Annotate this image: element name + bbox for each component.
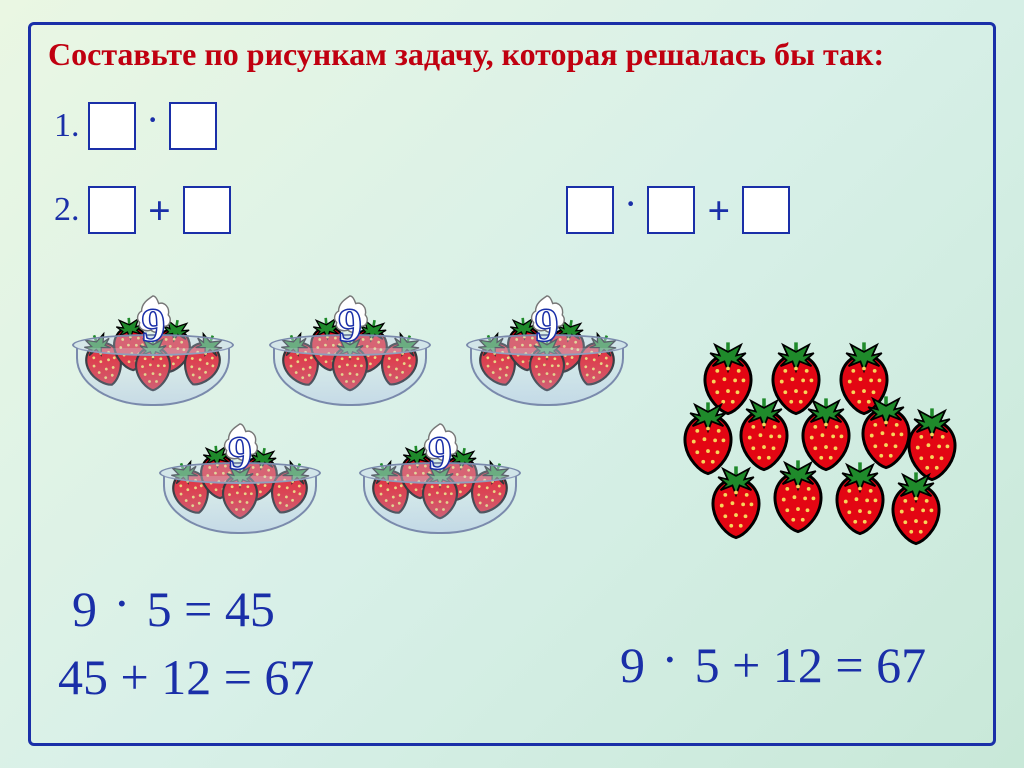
- eq-mul-r: 45: [225, 581, 275, 637]
- equals-sign: =: [835, 637, 876, 693]
- plus-icon: +: [142, 187, 177, 234]
- step-1-box-a: [88, 102, 136, 150]
- bowls-group: 9 9 9 9: [70, 290, 630, 538]
- bowl-row-2: 9 9: [70, 418, 610, 538]
- equation-multiply: 9 · 5 = 45: [72, 580, 275, 638]
- bowl-number: 9: [228, 426, 252, 481]
- bowl: 9: [155, 418, 325, 538]
- eq-add-a: 45: [58, 649, 108, 705]
- dot-icon: ·: [658, 631, 683, 687]
- task-title: Составьте по рисункам задачу, которая ре…: [48, 36, 976, 73]
- strawberry-icon: [764, 458, 832, 534]
- step-2-box-a: [88, 186, 136, 234]
- bowl: 9: [267, 290, 434, 410]
- eq-comb-r: 67: [876, 637, 926, 693]
- eq-mul-b: 5: [147, 581, 172, 637]
- comb-box-b: [647, 186, 695, 234]
- bowl: 9: [355, 418, 525, 538]
- bowl-number: 9: [535, 298, 559, 353]
- step-1-box-b: [169, 102, 217, 150]
- comb-box-c: [742, 186, 790, 234]
- strawberry-icon: [882, 470, 950, 546]
- bowl-number: 9: [141, 298, 165, 353]
- eq-comb-a: 9: [620, 637, 645, 693]
- step-1-num: 1.: [54, 107, 82, 145]
- step-1: 1. ·: [54, 102, 223, 150]
- strawberry-pile: [674, 340, 954, 550]
- combined-template: · +: [560, 186, 796, 234]
- bowl-cup: [76, 348, 230, 406]
- bowl-number: 9: [428, 426, 452, 481]
- slide: Составьте по рисункам задачу, которая ре…: [0, 0, 1024, 768]
- plus-icon: +: [701, 187, 736, 234]
- dot-icon: ·: [110, 575, 135, 631]
- plus-sign: +: [121, 649, 162, 705]
- equation-combined: 9 · 5 + 12 = 67: [620, 636, 926, 694]
- eq-comb-c: 12: [773, 637, 823, 693]
- comb-box-a: [566, 186, 614, 234]
- bowl-number: 9: [338, 298, 362, 353]
- eq-add-r: 67: [264, 649, 314, 705]
- eq-add-b: 12: [161, 649, 211, 705]
- bowl: 9: [463, 290, 630, 410]
- bowl: 9: [70, 290, 237, 410]
- eq-comb-b: 5: [695, 637, 720, 693]
- equation-add: 45 + 12 = 67: [58, 648, 314, 706]
- strawberry-icon: [702, 464, 770, 540]
- eq-mul-a: 9: [72, 581, 97, 637]
- bowl-row-1: 9 9 9: [70, 290, 630, 410]
- step-2: 2. +: [54, 186, 237, 234]
- equals-sign: =: [184, 581, 225, 637]
- step-2-box-b: [183, 186, 231, 234]
- equals-sign: =: [224, 649, 265, 705]
- step-2-num: 2.: [54, 191, 82, 229]
- plus-sign: +: [732, 637, 773, 693]
